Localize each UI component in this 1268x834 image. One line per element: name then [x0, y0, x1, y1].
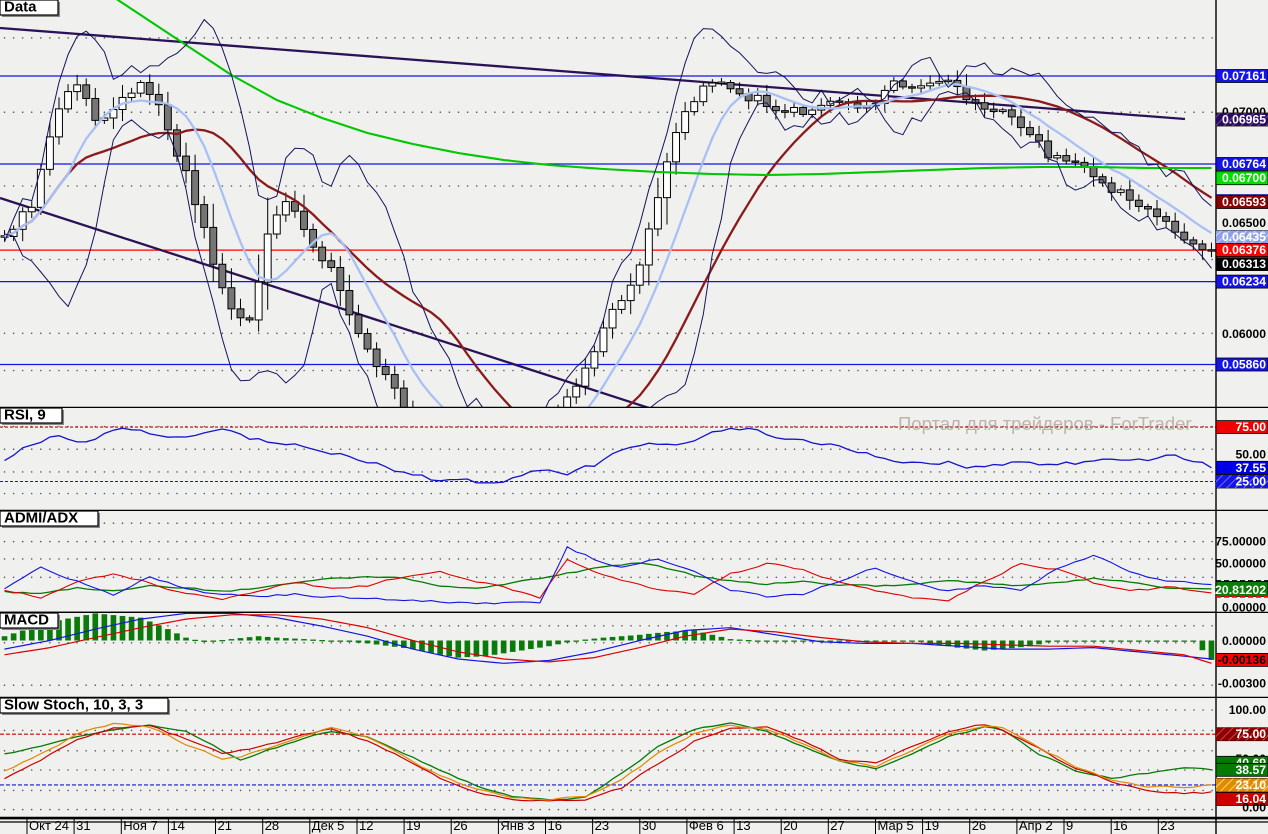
svg-text:0.06313: 0.06313	[1222, 257, 1266, 271]
svg-text:Slow Stoch, 10, 3, 3: Slow Stoch, 10, 3, 3	[4, 697, 143, 714]
svg-text:0.06376: 0.06376	[1222, 243, 1266, 257]
svg-text:ADMI/ADX: ADMI/ADX	[4, 510, 78, 527]
svg-text:0.06700: 0.06700	[1222, 171, 1266, 185]
svg-text:100.00: 100.00	[1229, 703, 1266, 717]
svg-text:Фев 6: Фев 6	[689, 818, 724, 833]
svg-text:25.00: 25.00	[1236, 475, 1267, 489]
svg-text:0.05860: 0.05860	[1222, 358, 1266, 372]
svg-text:Портал для трейдеров - ForTrad: Портал для трейдеров - ForTrader	[898, 413, 1192, 434]
svg-text:0.00: 0.00	[1242, 801, 1266, 815]
svg-text:23.10: 23.10	[1236, 778, 1267, 792]
svg-text:-0.00136: -0.00136	[1218, 653, 1266, 667]
svg-text:16: 16	[548, 818, 562, 833]
svg-text:Апр 2: Апр 2	[1019, 818, 1053, 833]
svg-text:Янв 3: Янв 3	[500, 818, 534, 833]
svg-text:13: 13	[736, 818, 750, 833]
svg-text:RSI, 9: RSI, 9	[4, 407, 46, 424]
svg-text:14: 14	[170, 818, 184, 833]
svg-text:0.06435: 0.06435	[1222, 230, 1266, 244]
svg-text:20: 20	[783, 818, 797, 833]
svg-text:0.06000: 0.06000	[1222, 327, 1266, 341]
svg-text:23: 23	[1160, 818, 1174, 833]
svg-text:Data: Data	[4, 0, 37, 16]
svg-text:50.00: 50.00	[1236, 448, 1267, 462]
svg-text:0.00000: 0.00000	[1222, 601, 1266, 615]
svg-text:38.57: 38.57	[1236, 763, 1267, 777]
svg-text:28: 28	[265, 818, 279, 833]
svg-text:16: 16	[1113, 818, 1127, 833]
svg-text:0.06234: 0.06234	[1222, 275, 1266, 289]
svg-text:19: 19	[406, 818, 420, 833]
svg-text:-0.00300: -0.00300	[1218, 677, 1266, 691]
svg-text:19: 19	[925, 818, 939, 833]
svg-text:75.00: 75.00	[1236, 727, 1267, 741]
svg-text:75.00000: 75.00000	[1215, 535, 1266, 549]
svg-text:26: 26	[972, 818, 986, 833]
svg-text:75.00: 75.00	[1236, 420, 1267, 434]
svg-text:9: 9	[1066, 818, 1073, 833]
svg-text:0.06593: 0.06593	[1222, 195, 1266, 209]
svg-text:0.06965: 0.06965	[1222, 113, 1266, 127]
svg-text:Дек 5: Дек 5	[312, 818, 345, 833]
svg-text:Мар 5: Мар 5	[878, 818, 914, 833]
svg-text:Ноя 7: Ноя 7	[123, 818, 158, 833]
svg-text:MACD: MACD	[4, 612, 49, 629]
svg-text:21: 21	[218, 818, 232, 833]
svg-text:0.06764: 0.06764	[1222, 157, 1266, 171]
svg-text:0.06500: 0.06500	[1222, 216, 1266, 230]
svg-text:20.81202: 20.81202	[1215, 583, 1266, 597]
svg-text:31: 31	[76, 818, 90, 833]
svg-text:Окт 24: Окт 24	[29, 818, 69, 833]
svg-text:26: 26	[453, 818, 467, 833]
svg-text:12: 12	[359, 818, 373, 833]
svg-text:27: 27	[830, 818, 844, 833]
svg-text:50.00000: 50.00000	[1215, 557, 1266, 571]
svg-text:0.07161: 0.07161	[1222, 69, 1266, 83]
svg-text:30: 30	[642, 818, 656, 833]
svg-text:37.55: 37.55	[1236, 461, 1267, 475]
svg-text:23: 23	[595, 818, 609, 833]
svg-text:0.00000: 0.00000	[1222, 634, 1266, 648]
